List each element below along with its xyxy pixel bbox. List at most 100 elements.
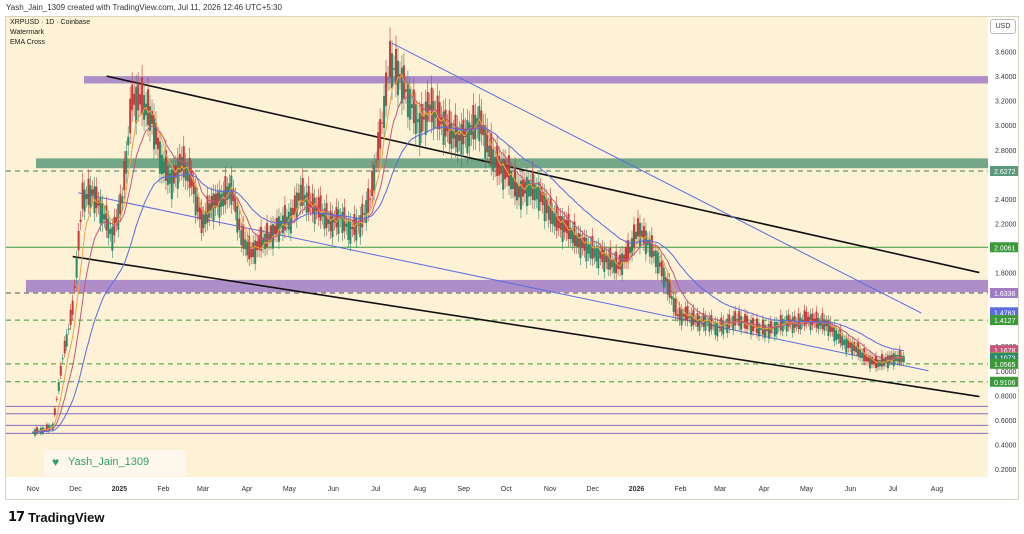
candle-body [631, 238, 634, 255]
candle-body [117, 203, 120, 230]
time-tick-label: Apr [241, 486, 253, 493]
price-axis-panel[interactable] [988, 17, 1018, 499]
candle-body [410, 104, 413, 108]
time-tick-label: Apr [759, 486, 771, 493]
candle-body [460, 123, 463, 157]
ema-indicator-label[interactable]: EMA Cross [10, 39, 46, 46]
candle-body [724, 324, 727, 326]
candle-body [638, 222, 641, 248]
price-label-badge[interactable] [990, 358, 1020, 369]
candle-body [67, 328, 70, 330]
time-tick-label: Aug [414, 486, 427, 493]
candle-body [226, 186, 229, 200]
candle-body [313, 197, 316, 224]
candle-body [718, 327, 721, 329]
candle-body [428, 104, 431, 111]
price-label-badge[interactable] [990, 315, 1020, 326]
candle-body [583, 237, 586, 251]
candle-body [331, 213, 334, 238]
candle-body [158, 141, 161, 174]
candle-body [448, 110, 451, 144]
tradingview-logo[interactable]: 17 TradingView [8, 510, 104, 525]
candle-body [297, 192, 300, 201]
watermark-indicator-label[interactable]: Watermark [10, 29, 44, 36]
candle-body [738, 310, 741, 326]
candle-body [636, 218, 639, 237]
candle-body [131, 84, 134, 111]
candle-body [500, 162, 503, 174]
candle-body [874, 355, 877, 369]
candle-body [258, 235, 261, 250]
candle-body [821, 313, 824, 330]
candle-body [674, 299, 677, 316]
candle-body [319, 195, 322, 221]
candle-body [109, 229, 112, 234]
candle-body [321, 211, 324, 217]
price-label-badge[interactable] [990, 376, 1020, 387]
currency-badge[interactable]: USD [990, 19, 1016, 34]
symbol-label[interactable]: XRPUSD · 1D · Coinbase [10, 19, 91, 26]
candle-body [734, 311, 737, 326]
candle-body [279, 220, 282, 229]
candle-body [95, 186, 98, 209]
candle-body [305, 192, 308, 213]
candle-body [446, 125, 449, 132]
candle-body [184, 162, 187, 181]
candle-body [361, 203, 364, 228]
time-tick-label: Sep [457, 486, 470, 493]
candle-body [466, 120, 469, 154]
price-label-badge[interactable] [990, 345, 1020, 356]
candle-body [420, 103, 423, 133]
candle-body [900, 355, 903, 363]
candle-body [147, 89, 150, 126]
candle-body [87, 178, 90, 206]
candle-body [289, 207, 292, 234]
candle-body [125, 151, 128, 174]
candle-body [652, 250, 655, 257]
time-axis-panel[interactable] [6, 477, 1018, 499]
price-label-text: 0.9106 [994, 380, 1016, 387]
price-chart[interactable]: 3.80003.60003.40003.20003.00002.80002.40… [6, 17, 1020, 499]
candle-body [633, 224, 636, 249]
chart-area[interactable]: 3.80003.60003.40003.20003.00002.80002.40… [5, 16, 1020, 500]
candle-body [115, 217, 118, 224]
candle-body [178, 153, 181, 173]
candle-body [381, 122, 384, 124]
candle-body [45, 424, 48, 431]
time-tick-label: Jun [845, 486, 856, 493]
price-label-badge[interactable] [990, 242, 1020, 253]
candle-body [172, 165, 175, 184]
candle-body [101, 203, 104, 224]
candle-body [519, 180, 522, 210]
candle-body [218, 189, 221, 218]
candle-body [587, 244, 590, 254]
candle-body [123, 160, 126, 191]
candle-body [206, 195, 209, 223]
candle-body [849, 342, 852, 348]
price-label-badge[interactable] [990, 352, 1020, 363]
candle-body [829, 321, 832, 332]
ema-long-line [32, 126, 904, 433]
candle-body [595, 247, 598, 262]
candle-body [194, 187, 197, 216]
chart-legend: XRPUSD · 1D · Coinbase Watermark EMA Cro… [10, 18, 90, 48]
candle-body [470, 125, 473, 136]
candle-body [295, 192, 298, 220]
candle-body [890, 354, 893, 362]
price-tick-label: 3.6000 [995, 50, 1017, 57]
candle-body [807, 316, 810, 322]
candle-body [892, 353, 895, 367]
candle-body [567, 213, 570, 240]
price-label-badge[interactable] [990, 287, 1020, 298]
time-tick-label: 2025 [112, 486, 128, 493]
price-label-badge[interactable] [990, 165, 1020, 176]
candle-body [236, 206, 239, 233]
candle-body [365, 200, 368, 223]
candle-body [805, 311, 808, 324]
price-tick-label: 1.8000 [995, 271, 1017, 278]
candle-body [627, 240, 630, 263]
price-label-badge[interactable] [990, 307, 1020, 318]
candle-body [412, 89, 415, 124]
candle-body [793, 315, 796, 329]
candle-body [81, 182, 84, 209]
